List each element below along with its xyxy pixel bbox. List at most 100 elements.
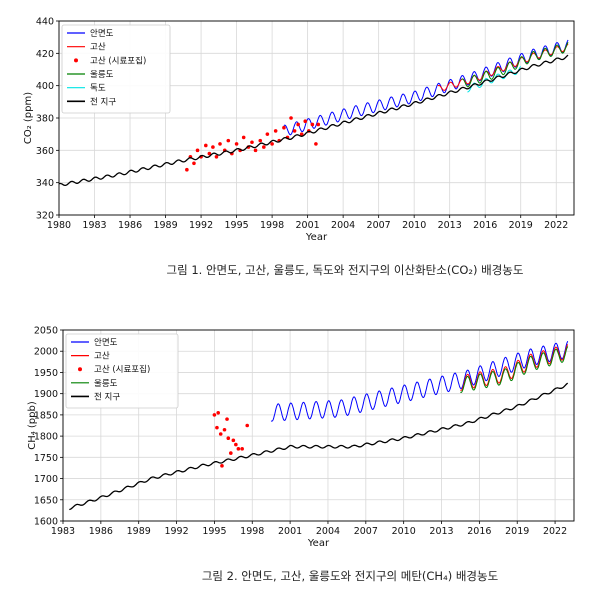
legend-marker xyxy=(74,58,78,63)
x-tick-label: 2016 xyxy=(473,220,497,231)
x-tick-label: 1989 xyxy=(153,220,177,231)
legend-label: 고산 xyxy=(90,42,106,53)
series-line xyxy=(437,43,569,91)
legend-label: 고산 xyxy=(94,351,110,362)
legend-box xyxy=(61,24,171,114)
x-tick-label: 2013 xyxy=(429,526,453,537)
data-point xyxy=(303,119,308,124)
x-tick-label: 1983 xyxy=(82,220,106,231)
data-point xyxy=(204,143,208,148)
data-point xyxy=(253,148,258,153)
series-line xyxy=(270,341,569,422)
x-tick-label: 2004 xyxy=(316,526,340,537)
data-point xyxy=(292,129,297,133)
y-tick-label: 320 xyxy=(36,211,54,222)
legend-label: 안면도 xyxy=(90,28,114,39)
x-tick-label: 1983 xyxy=(51,526,75,537)
y-tick-label: 2000 xyxy=(34,347,58,358)
legend-label: 고산 (시료포집) xyxy=(90,55,146,66)
x-tick-label: 2019 xyxy=(509,220,533,231)
plot-frame xyxy=(62,329,575,522)
y-tick-label: 400 xyxy=(36,81,54,92)
data-point xyxy=(262,145,266,149)
x-axis-label: Year xyxy=(305,232,328,243)
x-tick-label: 2001 xyxy=(278,526,302,537)
data-point xyxy=(226,436,231,441)
data-point xyxy=(234,142,239,146)
series-line xyxy=(460,346,569,394)
data-point xyxy=(211,145,215,149)
data-point xyxy=(216,410,220,415)
data-point xyxy=(185,167,189,172)
co2-chart: 1980 1983 1986 1989 1992 1995 1998 2001 2004 2007… xyxy=(23,17,575,243)
legend-label: 전 지구 xyxy=(90,96,116,107)
series-line xyxy=(461,42,569,88)
data-point xyxy=(289,116,293,120)
x-tick-label: 2013 xyxy=(438,220,462,231)
data-point xyxy=(250,140,254,145)
data-point xyxy=(258,138,263,143)
data-point xyxy=(241,135,246,140)
data-point xyxy=(215,425,219,430)
y-tick-label: 380 xyxy=(36,114,54,125)
x-tick-label: 1998 xyxy=(240,526,264,537)
data-point xyxy=(212,413,217,417)
x-tick-label: 2010 xyxy=(402,220,426,231)
data-point xyxy=(245,423,250,428)
x-tick-label: 1989 xyxy=(127,526,151,537)
data-point xyxy=(240,447,244,451)
data-point xyxy=(214,155,219,159)
legend-label: 독도 xyxy=(90,84,106,94)
data-point xyxy=(273,129,278,133)
figure2-caption: 그림 2. 안면도, 고산, 울릉도와 전지구의 메탄(CH₄) 배경농도 xyxy=(202,569,498,583)
data-point xyxy=(316,122,321,127)
data-point xyxy=(218,142,222,146)
x-tick-label: 1986 xyxy=(118,220,142,231)
x-axis-label: Year xyxy=(307,538,330,549)
y-axis-label: CH₄ (ppb) xyxy=(27,401,38,450)
data-point xyxy=(195,148,200,153)
series-line xyxy=(58,54,569,187)
data-point xyxy=(236,447,241,451)
y-tick-label: 440 xyxy=(36,17,54,28)
legend-label: 안면도 xyxy=(94,337,118,348)
ch4-chart: 1983 1986 1989 1992 1995 1998 2001 2004 2007 2010… xyxy=(27,326,575,549)
data-point xyxy=(229,451,233,455)
data-point xyxy=(299,132,304,136)
data-point xyxy=(265,132,270,136)
y-tick-label: 1850 xyxy=(34,410,58,421)
y-tick-label: 420 xyxy=(36,49,54,60)
series-line xyxy=(69,382,569,511)
y-tick-label: 340 xyxy=(36,178,54,189)
x-tick-label: 2004 xyxy=(331,220,355,231)
x-tick-label: 1980 xyxy=(47,220,71,231)
series-line xyxy=(283,39,569,136)
x-tick-label: 2007 xyxy=(367,220,391,231)
y-tick-label: 1950 xyxy=(34,368,58,379)
y-tick-label: 360 xyxy=(36,146,54,157)
legend-label: 전 지구 xyxy=(94,391,120,402)
plot-frame xyxy=(58,20,575,216)
data-point xyxy=(231,438,236,443)
y-tick-label: 1900 xyxy=(34,389,58,400)
data-point xyxy=(192,161,196,166)
x-tick-label: 2016 xyxy=(467,526,491,537)
data-point xyxy=(222,427,227,432)
y-tick-label: 1600 xyxy=(34,517,58,528)
y-axis-label: CO₂ (ppm) xyxy=(23,92,34,144)
x-tick-label: 2022 xyxy=(544,220,568,231)
x-tick-label: 2010 xyxy=(392,526,416,537)
legend-label: 울릉도 xyxy=(90,70,114,80)
data-point xyxy=(270,142,274,146)
data-point xyxy=(218,432,223,436)
x-tick-label: 2007 xyxy=(354,526,378,537)
y-tick-label: 1650 xyxy=(34,495,58,506)
x-tick-label: 1992 xyxy=(164,526,188,537)
data-point xyxy=(225,417,229,421)
data-point xyxy=(296,122,300,127)
figure1-caption: 그림 1. 안면도, 고산, 울릉도, 독도와 전지구의 이산화탄소(CO₂) … xyxy=(167,263,524,277)
y-tick-label: 1700 xyxy=(34,474,58,485)
legend-label: 울릉도 xyxy=(94,379,118,389)
data-point xyxy=(310,122,315,127)
x-tick-label: 1995 xyxy=(202,526,226,537)
